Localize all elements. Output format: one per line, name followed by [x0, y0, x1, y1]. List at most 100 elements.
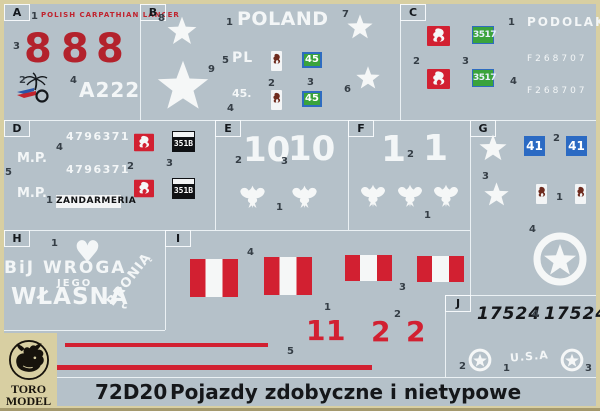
section-g-label: G	[470, 120, 496, 137]
mermaid-emblem-icon	[575, 184, 586, 204]
item-number: 1	[503, 363, 510, 374]
item-number: 5	[5, 167, 12, 178]
item-number: 2	[19, 75, 26, 86]
star-icon	[157, 60, 209, 109]
mp-text: M.P.	[17, 186, 47, 201]
section-h-label: H	[4, 230, 30, 247]
item-number: 2	[407, 149, 414, 160]
plate-white-strip	[173, 132, 194, 137]
item-number: 8	[158, 13, 165, 24]
item-number: 1	[424, 210, 431, 221]
mp-text: M.P.	[17, 151, 47, 166]
mermaid-emblem-icon	[427, 69, 450, 89]
item-number: 1	[508, 17, 515, 28]
pl-text: PL	[232, 50, 254, 66]
grid-line	[4, 330, 165, 331]
item-number: 7	[342, 9, 349, 20]
item-number: 3	[13, 41, 20, 52]
351b-plate: 351B	[172, 178, 195, 199]
slogan-line: JEGO	[57, 278, 93, 289]
polish-flag-decal	[345, 255, 392, 281]
item-number: 3	[399, 282, 406, 293]
red-stripe-decal	[57, 365, 372, 370]
polish-eagle-icon	[360, 184, 386, 207]
item-number: 2	[235, 155, 242, 166]
section-c-label: C	[400, 4, 426, 21]
mermaid-emblem-icon	[427, 26, 450, 46]
poland-text: POLAND	[237, 8, 329, 30]
section-d-label: D	[4, 120, 30, 137]
item-number: 2	[413, 56, 420, 67]
number-10: 10	[288, 129, 336, 169]
polish-carpathian-lancer-text: POLISH CARPATHIAN LANCER	[41, 11, 180, 19]
red-number: 2	[406, 315, 426, 348]
item-number: 5	[287, 346, 294, 357]
sheet-bottom-edge	[0, 408, 600, 411]
grid-line	[400, 4, 401, 120]
stencil-eight: 8	[61, 26, 89, 72]
item-number: 3	[307, 77, 314, 88]
item-number: 4	[529, 224, 536, 235]
red-stripe-decal	[65, 343, 268, 347]
41-plate: 41	[566, 136, 587, 156]
usa-text: U.S.A	[509, 348, 550, 365]
3517-plate: 3517	[472, 69, 497, 87]
grid-line	[445, 295, 446, 377]
grid-line	[348, 120, 349, 230]
grid-line	[4, 120, 596, 121]
podolak-text: PODOLAK	[527, 15, 600, 29]
section-a-label: A	[4, 4, 30, 21]
plate-number: 351B	[173, 139, 194, 148]
section-f-label: F	[348, 120, 374, 137]
item-number: 2	[127, 161, 134, 172]
serial-4796371-text: 4796371	[66, 163, 131, 176]
polish-eagle-icon	[433, 184, 459, 207]
3517-plate: 3517	[472, 26, 497, 44]
grid-line	[140, 4, 141, 120]
item-number: 3	[166, 158, 173, 169]
serial-4796371-text: 4796371	[66, 130, 131, 143]
grid-line	[445, 295, 596, 296]
item-number: 4	[56, 142, 63, 153]
polish-flag-decal	[190, 259, 238, 297]
polish-eagle-icon	[292, 185, 317, 209]
mermaid-emblem-icon	[271, 90, 282, 110]
item-number: 2	[268, 78, 275, 89]
45-plate: 45	[302, 52, 322, 68]
item-number: 3	[281, 156, 288, 167]
item-number: 9	[208, 64, 215, 75]
item-number: 4	[510, 76, 517, 87]
polish-flag-decal	[417, 256, 464, 282]
item-number: 4	[227, 103, 234, 114]
polish-eagle-icon	[397, 184, 423, 207]
item-number: 4	[532, 309, 539, 320]
number-1: 1	[381, 129, 407, 170]
plate-number: 351B	[173, 186, 194, 195]
grid-line	[470, 120, 471, 295]
slogan-line: BiJ WROGA	[4, 258, 127, 278]
toro-bull-logo	[9, 340, 49, 380]
forty-five-dot-text: 45.	[232, 87, 252, 100]
brand-text: TORO	[10, 382, 47, 396]
351b-plate: 351B	[172, 131, 195, 152]
item-number: 4	[247, 247, 254, 258]
plate-white-strip	[173, 179, 194, 184]
stencil-eight: 8	[24, 26, 52, 72]
star-in-circle-icon	[560, 348, 584, 372]
star-in-circle-icon	[533, 232, 587, 286]
item-number: 1	[226, 17, 233, 28]
serial-17524-text: 17524	[477, 304, 542, 324]
star-icon	[484, 182, 509, 206]
item-number: 1	[556, 192, 563, 203]
heart-icon: ♥	[74, 235, 101, 270]
serial-17524-text: 17524	[544, 304, 600, 324]
item-number: 3	[462, 56, 469, 67]
number-10: 10	[243, 130, 291, 170]
item-number: 1	[46, 195, 53, 206]
mermaid-emblem-icon	[134, 179, 154, 198]
star-in-circle-icon	[468, 348, 492, 372]
section-j-label: J	[445, 295, 471, 312]
item-number: 4	[70, 75, 77, 86]
item-number: 1	[276, 202, 283, 213]
grid-line	[165, 230, 166, 330]
